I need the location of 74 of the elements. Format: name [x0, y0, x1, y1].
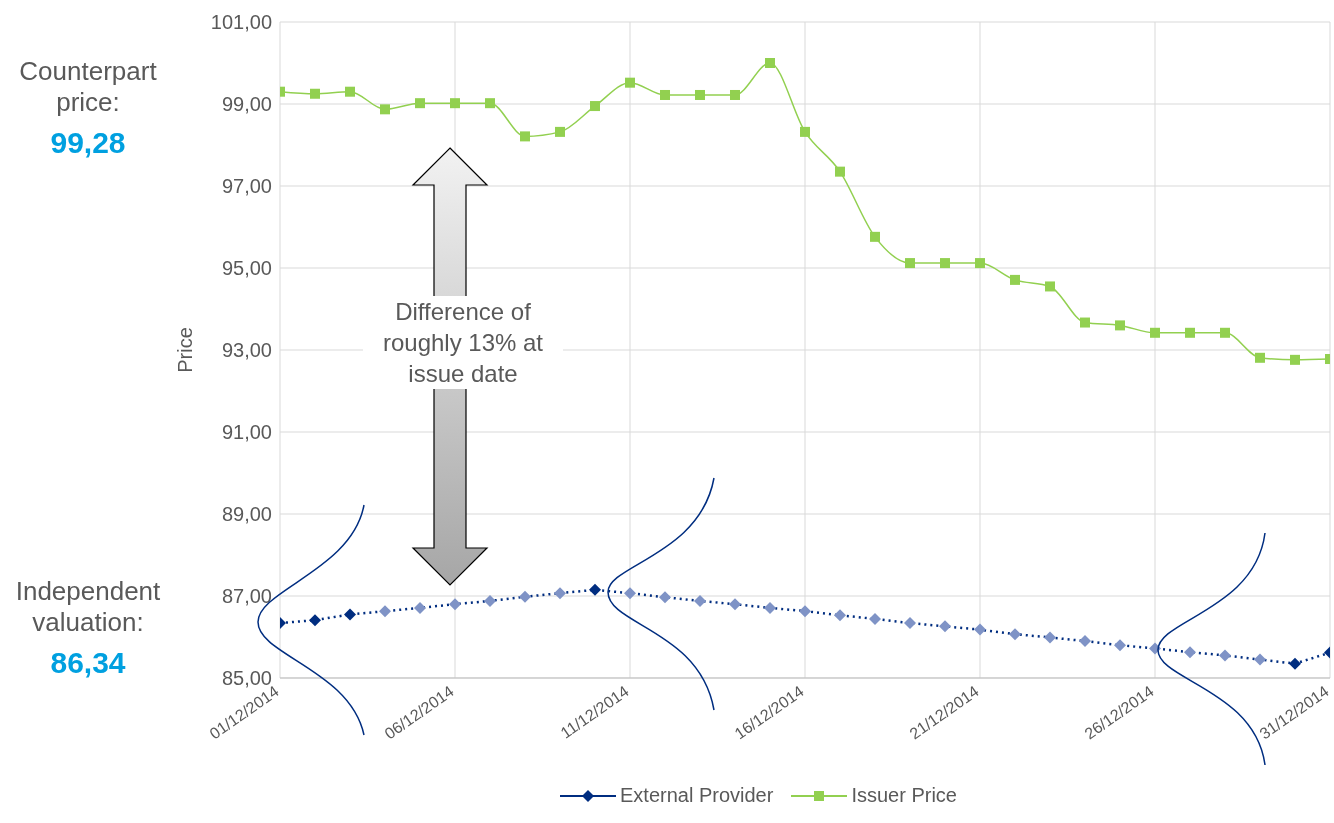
y-tick-label: 85,00: [221, 667, 272, 690]
point: [310, 88, 320, 99]
text: 99,28: [49, 126, 127, 160]
point: [1255, 352, 1265, 363]
point: [1044, 631, 1056, 644]
point: [1080, 317, 1090, 328]
point: [449, 598, 461, 611]
point: [1185, 327, 1195, 338]
point: [380, 104, 390, 115]
point: [799, 605, 811, 618]
point: [730, 89, 740, 100]
point: [625, 77, 635, 88]
annotation: Difference of roughly 13% at issue date: [363, 296, 563, 389]
point: [484, 594, 496, 607]
point: [344, 608, 356, 621]
y-tick-label: 87,00: [221, 585, 272, 608]
y-tick-label: 99,00: [221, 93, 272, 116]
point: [729, 598, 741, 611]
point: [800, 126, 810, 137]
y-tick-label: 91,00: [221, 421, 272, 444]
point: [1079, 635, 1091, 648]
point: [1254, 653, 1266, 666]
text: Independent valuation:: [14, 576, 162, 638]
point: [1184, 646, 1196, 659]
point: [519, 590, 531, 603]
point: [764, 601, 776, 614]
point: [414, 601, 426, 614]
point: [905, 258, 915, 269]
point: [1115, 320, 1125, 331]
point: [379, 605, 391, 618]
point: [1114, 639, 1126, 652]
point: [975, 258, 985, 269]
point: [345, 86, 355, 97]
point: [660, 89, 670, 100]
point: [870, 231, 880, 242]
point: [835, 166, 845, 177]
text: 86,34: [49, 646, 127, 680]
point: [1220, 327, 1230, 338]
point: [765, 58, 775, 68]
legend-label: Issuer Price: [851, 784, 957, 807]
point: [415, 98, 425, 109]
point: [974, 623, 986, 636]
point: [834, 609, 846, 622]
point: [590, 101, 600, 112]
point: [1290, 354, 1300, 365]
y-tick-label: 93,00: [221, 339, 272, 362]
point: [1010, 274, 1020, 285]
text: Counterpart price:: [18, 56, 158, 118]
y-tick-label: 95,00: [221, 257, 272, 280]
point: [904, 617, 916, 630]
point: [659, 591, 671, 604]
point: [554, 587, 566, 600]
point: [309, 614, 321, 627]
y-axis-title: Price: [174, 327, 197, 373]
y-tick-label: 101,00: [210, 11, 272, 34]
point: [1009, 628, 1021, 641]
point: [1045, 281, 1055, 292]
point: [939, 620, 951, 633]
point: [520, 131, 530, 142]
point: [694, 594, 706, 607]
point: [1219, 649, 1231, 662]
point: [589, 583, 601, 596]
point: [555, 126, 565, 137]
point: [485, 98, 495, 109]
y-tick-label: 97,00: [221, 175, 272, 198]
point: [450, 98, 460, 109]
point: [1150, 327, 1160, 338]
point: [1289, 657, 1301, 670]
y-tick-label: 89,00: [221, 503, 272, 526]
point: [695, 89, 705, 100]
point: [624, 587, 636, 600]
legend-label: External Provider: [620, 784, 774, 807]
point: [940, 258, 950, 269]
point: [869, 612, 881, 625]
